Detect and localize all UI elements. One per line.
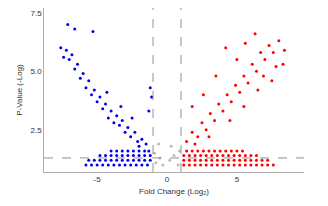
svg-text:7.5: 7.5 — [30, 8, 42, 17]
svg-text:5.0: 5.0 — [30, 67, 42, 76]
svg-text:Fold Change (Log₂): Fold Change (Log₂) — [139, 187, 209, 196]
svg-text:2.5: 2.5 — [30, 126, 42, 135]
svg-text:0: 0 — [165, 175, 170, 184]
svg-text:-5: -5 — [94, 175, 102, 184]
svg-text:5: 5 — [235, 175, 240, 184]
svg-text:P-Value (-Log): P-Value (-Log) — [15, 64, 24, 116]
